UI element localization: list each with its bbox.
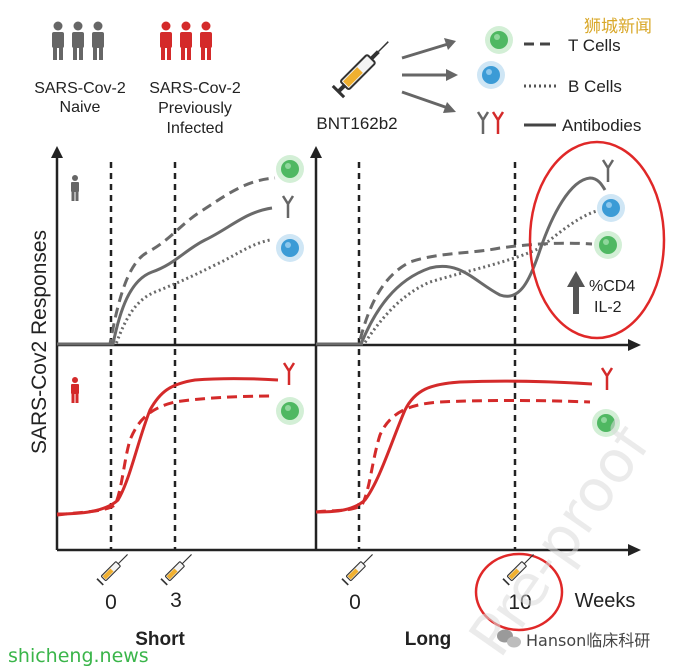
infected-short-t-cells (56, 394, 273, 517)
syringe-icon (160, 554, 192, 586)
infected-label-line3: Infected (167, 120, 224, 137)
tick-label-0-short: 0 (105, 591, 117, 614)
naive-person-icon (71, 175, 79, 201)
bottom-left-watermark: shicheng.news (8, 645, 149, 667)
tick-label-3: 3 (170, 589, 182, 612)
naive-short-t-cells (57, 176, 276, 346)
b-cell-icon (597, 194, 625, 222)
naive-short-antibodies (57, 206, 273, 346)
infected-person-icon (71, 377, 79, 403)
syringe-icon (96, 554, 128, 586)
naive-short-curves (57, 176, 276, 346)
t-cell-icon (276, 155, 304, 183)
weeks-label: Weeks (575, 590, 636, 612)
bottom-right-watermark: Hanson临床科研 (526, 631, 650, 650)
legend-arrows (401, 38, 458, 113)
naive-long-curves (316, 176, 607, 346)
infected-short-antibodies (56, 377, 279, 516)
syringe-icon (341, 554, 373, 586)
tick-label-10: 10 (508, 591, 531, 614)
infected-short-curves (56, 377, 279, 517)
t-cell-icon (485, 26, 513, 54)
naive-short-b-cells (57, 238, 271, 346)
antibody-icon (476, 111, 505, 134)
t-cells-label: T Cells (568, 36, 621, 55)
b-cell-icon (477, 61, 505, 89)
short-label: Short (135, 629, 185, 650)
naive-label-line2: Naive (60, 99, 101, 116)
t-cell-icon (276, 397, 304, 425)
naive-long-b-cells (316, 208, 601, 346)
naive-long-antibodies (316, 176, 607, 346)
syringe-icon (502, 554, 534, 586)
cd4-label: %CD4 (589, 278, 635, 295)
preproof-watermark: Pre-proof (456, 412, 664, 668)
b-cell-icon (276, 234, 304, 262)
antibody-icon (282, 362, 296, 385)
y-axis-label: SARS-Cov2 Responses (28, 230, 51, 454)
syringe-icon (331, 41, 389, 99)
b-cells-label: B Cells (568, 77, 622, 96)
vaccine-label: BNT162b2 (316, 114, 397, 133)
t-cell-icon (592, 409, 620, 437)
tick-label-0-long: 0 (349, 591, 361, 614)
infected-label-line2: Previously (158, 100, 232, 117)
infected-label-line1: SARS-Cov-2 (149, 80, 241, 97)
antibodies-label: Antibodies (562, 116, 641, 135)
antibody-icon (600, 367, 614, 390)
highlight-circle (528, 140, 666, 340)
naive-label-line1: SARS-Cov-2 (34, 80, 126, 97)
antibody-icon (601, 159, 615, 182)
naive-long-t-cells (316, 241, 593, 346)
antibody-icon (281, 195, 295, 218)
il2-label: IL-2 (594, 299, 622, 316)
dose-lines (109, 162, 517, 550)
naive-people-icon (52, 21, 104, 60)
highlight-circle (474, 552, 564, 632)
long-label: Long (405, 629, 451, 650)
infected-long-t-cells (315, 399, 591, 514)
wechat-icon (497, 629, 521, 648)
infected-long-curves (315, 379, 593, 514)
infected-people-icon (160, 21, 212, 60)
t-cell-icon (594, 231, 622, 259)
up-arrow-icon (567, 271, 585, 314)
infected-long-antibodies (315, 379, 593, 514)
top-right-watermark: 狮城新闻 (584, 17, 652, 37)
